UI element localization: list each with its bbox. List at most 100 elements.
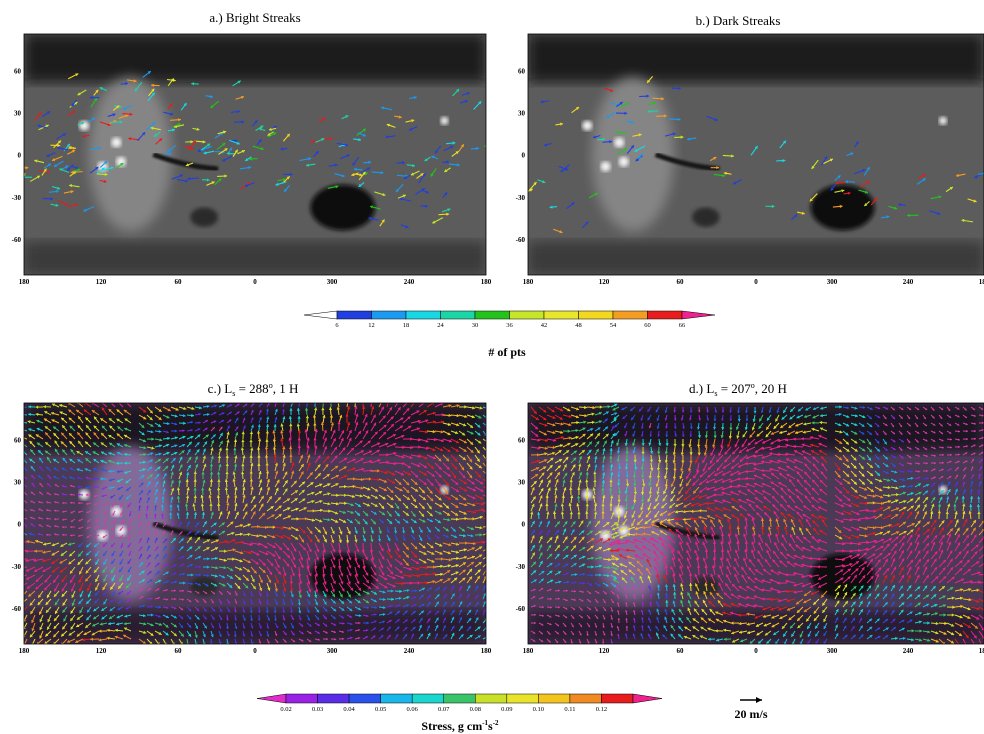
wind-arrow — [178, 456, 183, 464]
wind-arrow — [727, 438, 732, 448]
wind-arrow — [378, 478, 388, 483]
wind-arrow — [930, 603, 938, 608]
wind-arrow — [530, 535, 535, 544]
wind-arrow — [371, 171, 384, 175]
wind-arrow — [418, 610, 425, 616]
wind-arrow — [648, 486, 653, 495]
wind-arrow — [762, 568, 772, 576]
wind-arrow — [546, 579, 554, 584]
wind-arrow — [812, 455, 820, 464]
wind-arrow — [763, 511, 772, 520]
wind-arrow — [612, 406, 620, 411]
wind-arrow — [322, 463, 329, 472]
wind-arrow — [811, 159, 819, 170]
wind-arrow — [370, 494, 379, 499]
wind-arrow — [127, 566, 132, 573]
wind-arrow — [322, 445, 328, 456]
hellas-basin — [810, 553, 875, 600]
wind-arrow — [898, 535, 906, 544]
wind-arrow — [162, 457, 169, 464]
wind-arrow — [823, 614, 828, 623]
wind-arrow — [218, 590, 223, 595]
wind-arrow — [394, 494, 402, 502]
wind-arrow — [474, 546, 483, 552]
wind-arrow — [780, 542, 788, 552]
stress-label-main: Stress, g cm — [421, 719, 482, 733]
wind-arrow — [670, 494, 676, 502]
wind-arrow — [386, 423, 395, 432]
wind-arrow — [554, 471, 561, 480]
wind-arrow — [338, 598, 345, 605]
wind-arrow — [677, 534, 684, 544]
wind-arrow — [670, 566, 676, 576]
wind-arrow — [672, 446, 676, 456]
wind-arrow — [562, 472, 568, 480]
wind-arrow — [218, 511, 223, 520]
wind-arrow — [233, 463, 238, 472]
wind-arrow — [69, 440, 76, 448]
wind-arrow — [882, 500, 892, 504]
wind-arrow — [650, 523, 660, 528]
wind-arrow — [777, 438, 788, 443]
wind-arrow — [686, 527, 692, 536]
wind-arrow — [812, 527, 820, 536]
wind-arrow — [265, 438, 269, 448]
wind-arrow — [394, 589, 403, 593]
wind-arrow — [138, 452, 147, 457]
wind-arrow — [842, 454, 849, 463]
wind-arrow — [338, 501, 347, 505]
wind-arrow — [906, 462, 913, 465]
wind-arrow — [811, 421, 820, 425]
wind-arrow — [194, 421, 201, 424]
wind-arrow — [288, 437, 292, 448]
wind-arrow — [322, 566, 326, 577]
wind-arrow — [458, 478, 467, 485]
wind-arrow — [274, 487, 279, 496]
wind-arrow — [170, 572, 177, 576]
wind-arrow — [594, 573, 602, 577]
wind-arrow — [226, 510, 231, 520]
wind-arrow — [282, 606, 286, 614]
wind-arrow — [626, 555, 636, 560]
wind-arrow — [834, 189, 845, 193]
wind-arrow — [362, 510, 369, 517]
wind-arrow — [537, 179, 546, 184]
wind-arrow — [289, 408, 293, 416]
wind-arrow — [110, 566, 116, 574]
wind-arrow — [592, 495, 596, 504]
wind-arrow — [538, 570, 545, 576]
wind-arrow — [346, 542, 351, 553]
wind-arrow — [442, 526, 450, 532]
wind-arrow — [112, 105, 120, 111]
wind-arrow — [641, 494, 645, 503]
wind-arrow — [791, 526, 796, 536]
colorbar-tick-label: 6 — [335, 322, 339, 329]
wind-arrow — [258, 550, 269, 556]
wind-arrow — [698, 486, 708, 494]
wind-arrow — [802, 536, 812, 544]
wind-arrow — [418, 587, 426, 592]
wind-arrow — [834, 412, 842, 416]
panel-d-title-value: = 207 — [717, 381, 751, 396]
wind-arrow — [715, 618, 724, 624]
wind-arrow — [77, 424, 84, 432]
wind-arrow — [667, 510, 676, 516]
wind-arrow — [73, 168, 81, 172]
wind-arrow — [410, 478, 418, 486]
wind-arrow — [578, 471, 583, 480]
wind-arrow — [290, 534, 299, 540]
wind-arrow — [193, 478, 197, 488]
wind-arrow — [530, 588, 536, 592]
wind-arrow — [33, 566, 44, 573]
wind-arrow — [801, 443, 812, 448]
wind-arrow — [842, 583, 848, 592]
wind-arrow — [917, 174, 927, 179]
wind-arrow — [354, 405, 358, 416]
wind-arrow — [92, 606, 100, 612]
wind-arrow — [338, 582, 345, 592]
wind-arrow — [602, 530, 610, 536]
wind-arrow — [586, 556, 595, 560]
wind-arrow — [706, 406, 709, 413]
wind-arrow — [434, 601, 440, 608]
wind-arrow — [125, 486, 132, 492]
